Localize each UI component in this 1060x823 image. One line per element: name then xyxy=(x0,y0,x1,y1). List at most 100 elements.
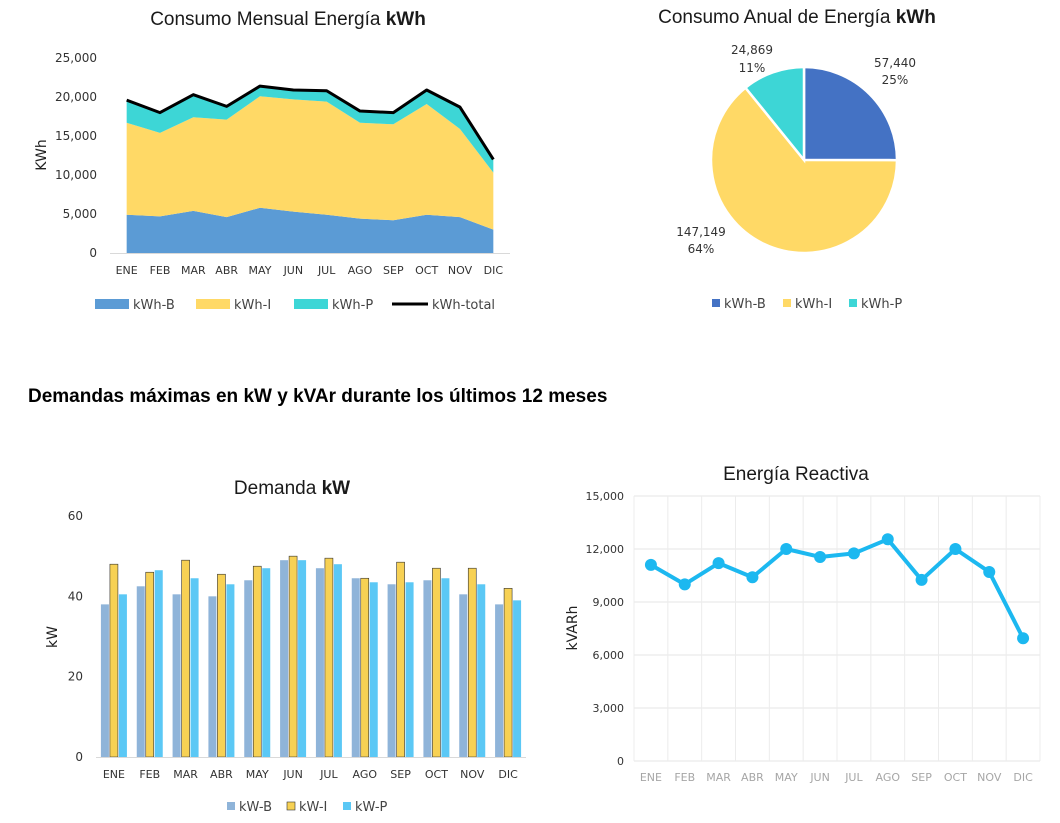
area-y-tick-label: 25,000 xyxy=(55,51,97,65)
line-point-ago xyxy=(881,533,894,546)
bar-kw-i-ene xyxy=(109,563,119,758)
line-point-mar xyxy=(712,557,725,570)
bar-x-tick-label: AGO xyxy=(352,768,377,781)
area-y-tick-label: 20,000 xyxy=(55,90,97,104)
pie-label-value-kwh-b: 57,440 xyxy=(874,56,916,70)
reactive-energy-line xyxy=(649,537,1025,640)
pie-label-value-kwh-i: 147,149 xyxy=(676,225,726,239)
bar-kw-b-dic xyxy=(495,604,504,757)
bar-kw-i-feb xyxy=(145,571,155,758)
line-x-tick-label: DIC xyxy=(1013,771,1033,784)
area-x-tick-label: OCT xyxy=(415,264,438,277)
bar-y-tick-label: 0 xyxy=(75,750,83,764)
bar-x-tick-label: FEB xyxy=(139,768,160,781)
area-y-tick-label: 10,000 xyxy=(55,168,97,182)
pie-legend-label-kwh-b: kWh-B xyxy=(724,297,766,312)
bar-kw-p-oct xyxy=(441,578,450,757)
area-x-tick-label: ABR xyxy=(215,264,238,277)
bar-kw-b-abr xyxy=(208,596,217,757)
line-point-jul xyxy=(847,547,860,560)
bar-x-tick-label: MAR xyxy=(173,768,198,781)
area-x-tick-label: NOV xyxy=(448,264,473,277)
bar-kw-i-dic xyxy=(503,587,513,758)
pie-label-value-kwh-p: 24,869 xyxy=(731,43,773,57)
bar-chart-legend: kW-B kW-I kW-P xyxy=(227,800,388,815)
legend-swatch-kwh-i xyxy=(196,299,230,309)
bar-kw-p-ago xyxy=(369,582,378,757)
line-x-tick-label: ABR xyxy=(741,771,764,784)
bar-x-tick-label: OCT xyxy=(425,768,448,781)
line-chart-y-axis-title: kVARh xyxy=(565,606,581,651)
monthly-energy-area-chart: Consumo Mensual Energía kWh KWh 0 5,000 10… xyxy=(34,9,510,313)
bar-kw-p-nov xyxy=(477,584,486,757)
area-x-tick-label: JUN xyxy=(283,264,304,277)
pie-legend-swatch-kwh-b xyxy=(712,299,720,307)
bar-kw-i-sep xyxy=(396,561,405,758)
bar-legend-label-kw-i: kW-I xyxy=(299,800,327,815)
bar-y-tick-label: 20 xyxy=(68,670,83,684)
line-y-tick-label: 3,000 xyxy=(593,702,625,715)
line-y-tick-label: 6,000 xyxy=(593,649,625,662)
bar-kw-p-sep xyxy=(405,582,414,757)
pie-legend-label-kwh-i: kWh-I xyxy=(795,297,832,312)
line-point-nov xyxy=(983,565,996,578)
bar-x-tick-label: NOV xyxy=(460,768,485,781)
bar-kw-i-mar xyxy=(181,559,190,758)
bar-legend-swatch-kw-b xyxy=(227,802,235,810)
area-x-tick-label: JUL xyxy=(317,264,336,277)
line-y-tick-label: 15,000 xyxy=(586,490,625,503)
line-x-tick-label: JUN xyxy=(809,771,830,784)
area-x-tick-label: ENE xyxy=(116,264,138,277)
pie-slice-kwh-p xyxy=(743,65,806,164)
area-chart-y-axis-title: KWh xyxy=(34,139,50,170)
bar-kw-p-jun xyxy=(298,560,307,757)
bar-kw-p-dic xyxy=(513,600,522,757)
pie-legend-swatch-kwh-i xyxy=(783,299,791,307)
area-y-tick-label: 0 xyxy=(89,246,97,260)
line-y-tick-label: 9,000 xyxy=(593,596,625,609)
area-series-kwh-b xyxy=(126,207,494,253)
pie-label-percent-kwh-p: 11% xyxy=(739,61,766,75)
bar-x-tick-label: ABR xyxy=(210,768,233,781)
area-x-tick-label: FEB xyxy=(150,264,171,277)
annual-energy-pie-chart: Consumo Anual de Energía kWh 57,440 25% … xyxy=(658,7,936,312)
area-series-kwh-i xyxy=(126,96,494,230)
legend-swatch-kwh-b xyxy=(95,299,129,309)
area-chart-legend: kWh-B kWh-I kWh-P kWh-total xyxy=(95,298,495,313)
pie-chart-legend: kWh-B kWh-I kWh-P xyxy=(712,297,902,312)
demand-kw-bar-chart: Demanda kW kW 0 20 40 60 ENE FEB MAR ABR MAY JUN… xyxy=(45,478,526,815)
bar-kw-i-nov xyxy=(467,567,477,758)
bar-kw-i-abr xyxy=(217,573,226,758)
bar-legend-label-kw-p: kW-P xyxy=(355,800,388,815)
bar-x-tick-label: JUL xyxy=(319,768,338,781)
bar-x-tick-label: ENE xyxy=(103,768,125,781)
bar-kw-b-feb xyxy=(136,586,145,757)
reactive-energy-line-chart: Energía Reactiva kVARh 0 3,000 6,000 9,000 1… xyxy=(565,464,1041,784)
bar-x-tick-label: SEP xyxy=(390,768,411,781)
bar-kw-p-mar xyxy=(190,578,199,757)
line-point-dic xyxy=(1017,632,1030,645)
legend-label-kwh-total: kWh-total xyxy=(432,298,495,313)
bar-kw-b-jul xyxy=(315,568,324,757)
bar-kw-b-ago xyxy=(351,578,360,757)
bar-kw-i-ago xyxy=(360,577,370,758)
line-x-tick-label: FEB xyxy=(674,771,695,784)
section-heading-demands: Demandas máximas en kW y kVAr durante lo… xyxy=(28,386,608,407)
pie-slice-kwh-i xyxy=(709,85,899,255)
line-x-tick-label: MAR xyxy=(706,771,731,784)
line-x-tick-label: NOV xyxy=(977,771,1002,784)
pie-chart-title: Consumo Anual de Energía kWh xyxy=(658,7,936,28)
legend-label-kwh-i: kWh-I xyxy=(234,298,271,313)
line-point-abr xyxy=(746,571,759,584)
bar-kw-p-may xyxy=(262,568,271,757)
area-chart-title: Consumo Mensual Energía kWh xyxy=(150,9,426,30)
pie-label-percent-kwh-i: 64% xyxy=(688,242,715,256)
bar-x-tick-label: DIC xyxy=(498,768,518,781)
pie-slice-kwh-b xyxy=(802,65,899,162)
line-point-may xyxy=(780,543,793,555)
line-point-oct xyxy=(949,543,962,555)
bar-kw-b-sep xyxy=(387,584,396,757)
area-x-tick-label: AGO xyxy=(348,264,373,277)
area-y-tick-label: 5,000 xyxy=(63,207,97,221)
bar-chart-title: Demanda kW xyxy=(234,478,350,499)
